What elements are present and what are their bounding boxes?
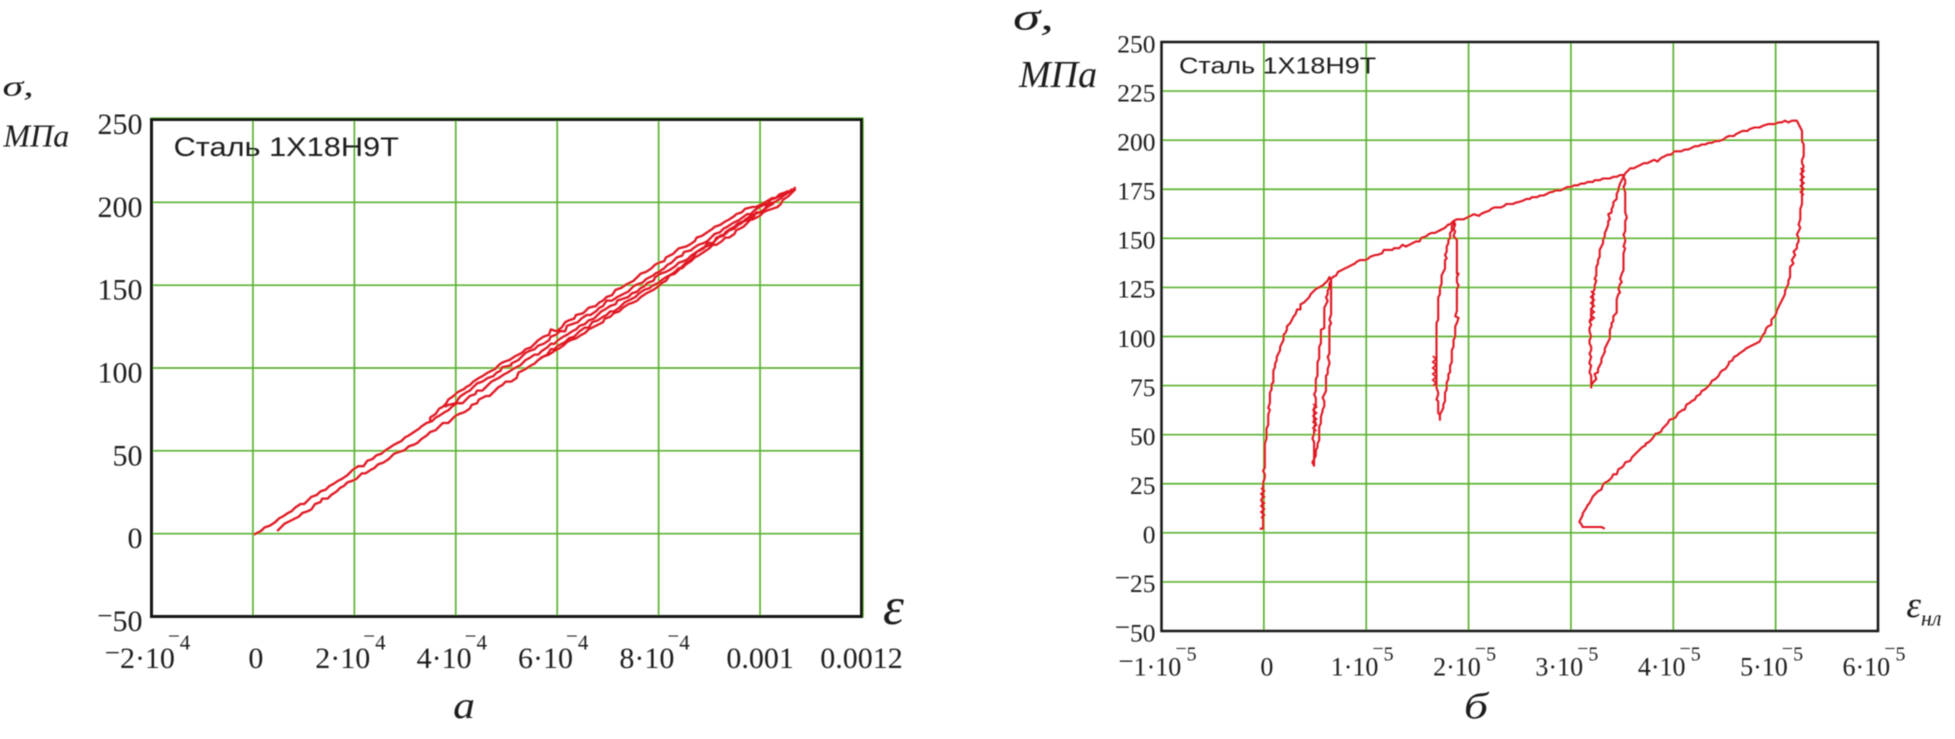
svg-text:−1·10−5: −1·10−5 <box>1118 638 1196 682</box>
svg-text:0: 0 <box>1260 653 1273 682</box>
svg-text:250: 250 <box>1117 29 1155 58</box>
svg-text:0.0012: 0.0012 <box>820 642 903 675</box>
svg-text:−50: −50 <box>1115 612 1156 648</box>
svg-text:Сталь 1Х18Н9Т: Сталь 1Х18Н9Т <box>174 133 399 163</box>
svg-text:Сталь 1Х18Н9Т: Сталь 1Х18Н9Т <box>1179 53 1376 79</box>
svg-text:0: 0 <box>128 522 143 555</box>
svg-text:150: 150 <box>1117 226 1155 255</box>
svg-text:100: 100 <box>98 357 143 390</box>
svg-text:σ,: σ, <box>3 70 34 101</box>
svg-text:125: 125 <box>1117 275 1155 304</box>
svg-text:225: 225 <box>1117 78 1155 107</box>
svg-text:200: 200 <box>98 191 143 224</box>
svg-text:25: 25 <box>1130 471 1156 500</box>
svg-text:МПа: МПа <box>1018 54 1097 96</box>
svg-text:250: 250 <box>98 108 143 141</box>
svg-text:б: б <box>1464 687 1490 728</box>
svg-text:МПа: МПа <box>3 118 70 154</box>
svg-text:200: 200 <box>1117 128 1155 157</box>
svg-text:0: 0 <box>1143 520 1156 549</box>
svg-text:σ,: σ, <box>1013 0 1054 38</box>
svg-text:0.001: 0.001 <box>726 642 794 675</box>
svg-text:50: 50 <box>113 439 143 472</box>
svg-text:−50: −50 <box>97 601 142 639</box>
svg-text:−25: −25 <box>1115 563 1156 599</box>
svg-text:−2·10−4: −2·10−4 <box>105 624 191 675</box>
svg-text:100: 100 <box>1117 324 1155 353</box>
svg-text:75: 75 <box>1130 373 1156 402</box>
svg-text:0: 0 <box>248 642 263 675</box>
svg-text:а: а <box>453 685 475 727</box>
svg-text:ε: ε <box>883 578 904 636</box>
svg-text:150: 150 <box>98 274 143 307</box>
svg-text:175: 175 <box>1117 177 1155 206</box>
svg-text:50: 50 <box>1130 422 1156 451</box>
